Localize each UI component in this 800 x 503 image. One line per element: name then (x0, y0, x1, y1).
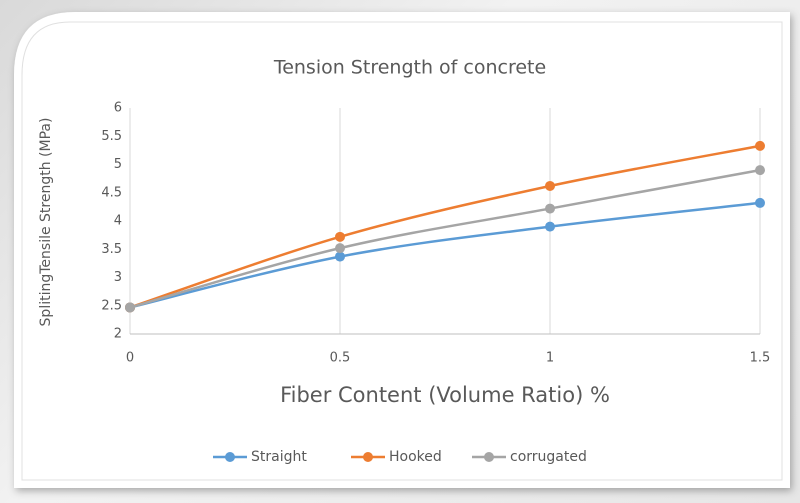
data-point (545, 180, 555, 191)
legend-marker (484, 452, 494, 462)
y-tick-label: 3 (114, 270, 122, 285)
legend-label: Straight (251, 449, 307, 465)
x-tick-label: 0 (126, 351, 134, 366)
x-tick-label: 0.5 (330, 351, 351, 366)
series-line (129, 201, 761, 309)
chart-title: Tension Strength of concrete (273, 57, 546, 79)
x-tick-label: 1.5 (750, 351, 771, 366)
y-tick-label: 4 (114, 214, 122, 229)
data-point (125, 302, 135, 313)
legend-label: corrugated (510, 449, 587, 465)
series-line (129, 144, 761, 309)
data-point (335, 243, 345, 254)
y-tick-label: 2.5 (101, 298, 122, 313)
y-tick-label: 4.5 (101, 185, 122, 200)
y-axis-label: SplitingTensile Strength (MPa) (38, 118, 54, 327)
data-point (335, 251, 345, 262)
x-axis-label: Fiber Content (Volume Ratio) % (280, 383, 610, 407)
data-point (545, 221, 555, 232)
data-point (755, 197, 765, 208)
legend-label: Hooked (389, 449, 442, 465)
y-tick-label: 5 (114, 157, 122, 172)
card-border (21, 21, 783, 481)
data-point (755, 140, 765, 151)
y-tick-label: 6 (114, 101, 122, 116)
y-tick-label: 3.5 (101, 242, 122, 257)
x-tick-label: 1 (546, 351, 554, 366)
legend-marker (225, 452, 235, 462)
legend-marker (363, 452, 373, 462)
data-point (755, 165, 765, 176)
card (14, 12, 790, 488)
y-tick-label: 5.5 (101, 129, 122, 144)
data-point (545, 203, 555, 214)
series-line (129, 168, 761, 309)
y-tick-label: 2 (114, 327, 122, 342)
data-point (335, 231, 345, 242)
